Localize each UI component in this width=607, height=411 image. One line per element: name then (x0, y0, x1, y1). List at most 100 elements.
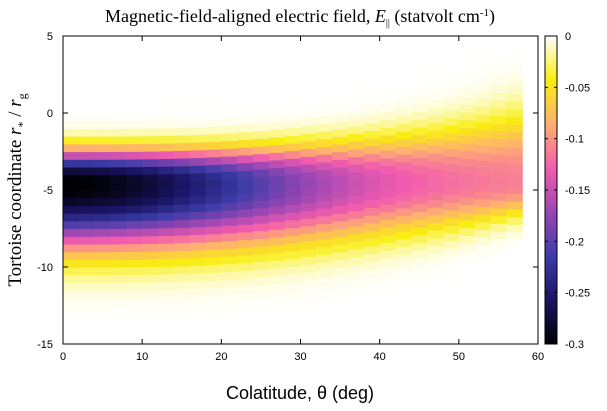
heatmap-cell (94, 112, 112, 122)
heatmap-cell (363, 176, 381, 185)
heatmap-cell (427, 207, 444, 216)
heatmap-cell (348, 264, 365, 273)
heatmap-cell (268, 198, 286, 207)
heatmap-cell (332, 167, 349, 176)
heatmap-cell (221, 302, 238, 311)
heatmap-cell (332, 205, 349, 214)
y-tick-label: -15 (37, 339, 53, 351)
heatmap-cell (332, 220, 349, 230)
heatmap-cell (379, 80, 397, 90)
heatmap-cell (348, 141, 365, 150)
heatmap-cell (379, 288, 397, 298)
heatmap-cell (506, 162, 523, 172)
heatmap-cell (268, 206, 286, 215)
heatmap-cell (126, 251, 143, 260)
heatmap-cell (348, 272, 365, 281)
heatmap-cell (173, 165, 191, 174)
heatmap-cell (379, 157, 397, 167)
heatmap-cell (173, 173, 191, 182)
heatmap-cell (395, 84, 412, 94)
heatmap-cell (221, 155, 238, 165)
heatmap-cell (126, 120, 143, 129)
heatmap-cell (332, 251, 349, 261)
heatmap-cell (253, 169, 270, 178)
heatmap-cell (78, 297, 96, 307)
heatmap-cell (300, 225, 317, 234)
heatmap-cell (458, 158, 476, 167)
heatmap-cell (474, 121, 492, 131)
heatmap-cell (379, 150, 397, 159)
heatmap-cell (205, 102, 222, 112)
heatmap-cell (379, 273, 397, 282)
heatmap-cell (458, 219, 476, 229)
heatmap-cell (110, 251, 127, 260)
heatmap-cell (443, 202, 460, 211)
heatmap-cell (474, 106, 492, 115)
heatmap-cell (158, 150, 175, 160)
heatmap-cell (94, 266, 112, 276)
heatmap-cell (443, 140, 460, 149)
heatmap-cell (316, 138, 333, 148)
heatmap-cell (268, 183, 286, 192)
heatmap-cell (490, 92, 507, 101)
heatmap-cell (506, 239, 523, 249)
heatmap-cell (395, 284, 412, 294)
heatmap-cell (443, 63, 460, 72)
heatmap-cell (506, 232, 523, 241)
heatmap-cell (63, 282, 80, 291)
heatmap-cell (110, 282, 127, 291)
heatmap-cell (237, 154, 254, 164)
heatmap-cell (490, 115, 507, 124)
heatmap-cell (379, 96, 397, 105)
heatmap-cell (506, 131, 523, 141)
heatmap-cell (189, 165, 207, 174)
heatmap-cell (490, 215, 507, 224)
heatmap-cell (443, 71, 460, 80)
heatmap-cell (268, 236, 286, 246)
heatmap-cell (221, 102, 238, 111)
heatmap-cell (173, 273, 191, 282)
heatmap-cell (474, 214, 492, 223)
heatmap-cell (284, 212, 302, 221)
heatmap-cell (126, 112, 143, 122)
heatmap-cell (363, 161, 381, 170)
heatmap-cell (173, 181, 191, 190)
heatmap-cell (94, 197, 112, 206)
heatmap-cell (379, 127, 397, 136)
heatmap-cell (158, 143, 175, 152)
x-tick-label: 20 (215, 351, 227, 363)
colorbar-ticks: 0 -0.05 -0.1 -0.15 -0.2 -0.25 -0.3 (545, 31, 590, 351)
heatmap-cell (237, 278, 254, 287)
heatmap-cell (237, 224, 254, 233)
heatmap-cell (506, 85, 523, 95)
heatmap-cell (189, 257, 207, 266)
heatmap-cell (189, 280, 207, 289)
heatmap-cell (458, 88, 476, 98)
heatmap-cell (411, 80, 428, 89)
heatmap-cell (78, 136, 96, 145)
heatmap-cell (110, 120, 127, 129)
heatmap-cell (221, 240, 238, 249)
heatmap-cell (443, 209, 460, 219)
heatmap-cell (253, 115, 270, 124)
heatmap-cell (332, 159, 349, 168)
heatmap-cell (268, 144, 286, 153)
heatmap-cell (427, 160, 444, 170)
heatmap-cell (300, 156, 317, 165)
heatmap-cell (395, 192, 412, 201)
heatmap-cell (173, 196, 191, 205)
heatmap-cell (284, 266, 302, 275)
heatmap-cell (268, 252, 286, 261)
heatmap-cell (126, 166, 143, 175)
heatmap-cell (284, 304, 302, 313)
heatmap-cell (332, 259, 349, 268)
heatmap-cell (300, 148, 317, 157)
heatmap-cell (205, 264, 222, 273)
heatmap-cell (363, 215, 381, 224)
heatmap-cell (427, 76, 444, 85)
heatmap-cell (332, 244, 349, 253)
heatmap-cell (126, 128, 143, 137)
heatmap-cell (506, 54, 523, 64)
heatmap-cell (142, 174, 159, 183)
heatmap-cell (205, 118, 222, 127)
